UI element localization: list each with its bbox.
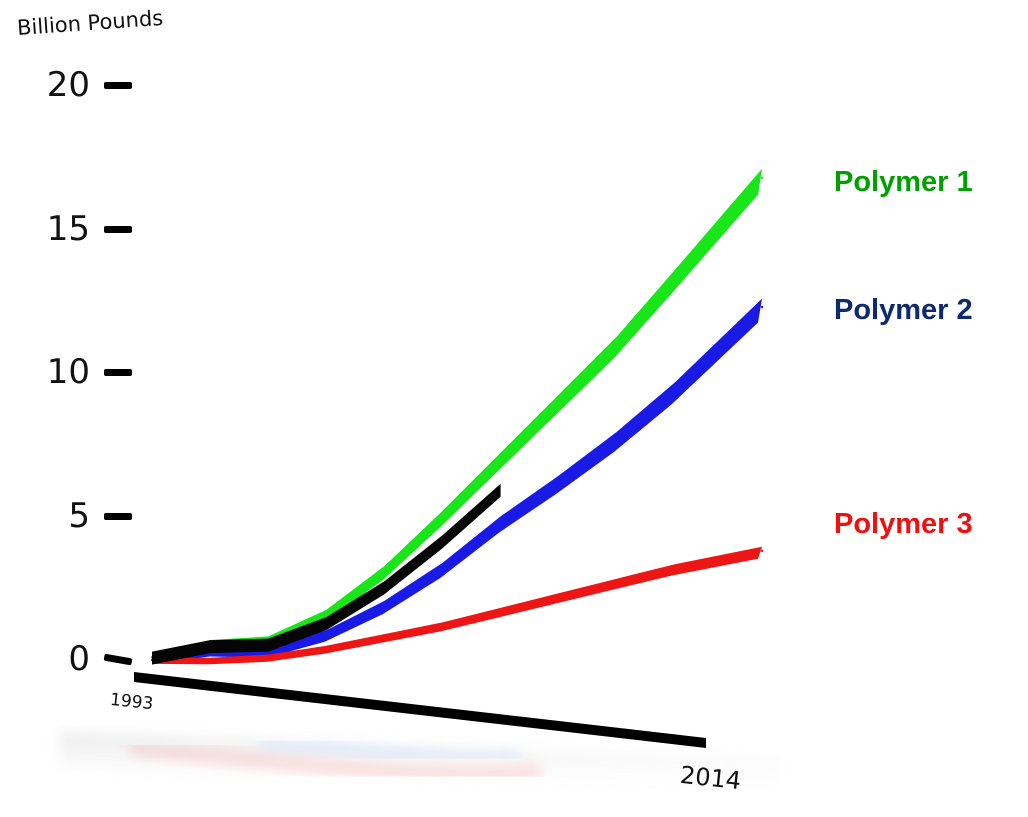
series-2-point bbox=[673, 389, 677, 392]
series-3-point bbox=[615, 581, 618, 584]
series-3-point bbox=[760, 549, 764, 553]
series-1-point bbox=[760, 176, 764, 180]
series-2-point bbox=[441, 566, 444, 570]
floor-reflection bbox=[60, 732, 780, 795]
series-band-1 bbox=[152, 168, 762, 661]
y-tick-mark bbox=[104, 225, 132, 233]
series-1-point bbox=[383, 569, 386, 573]
series-1-point bbox=[615, 343, 618, 346]
series-1-point bbox=[325, 612, 328, 616]
legend-label-polymer-2: Polymer 2 bbox=[834, 294, 973, 326]
legend-label-polymer-1: Polymer 1 bbox=[834, 166, 973, 198]
series-3-point bbox=[208, 658, 212, 662]
y-tick-label: 20 bbox=[46, 65, 90, 105]
overlap-ribbon bbox=[152, 483, 501, 665]
series-2-point bbox=[325, 632, 328, 636]
series-2-point bbox=[615, 437, 618, 441]
series-2-point bbox=[760, 305, 764, 309]
series-1-point bbox=[441, 515, 444, 518]
series-2-point bbox=[499, 521, 502, 524]
series-2-point bbox=[383, 604, 386, 607]
y-tick-label: 5 bbox=[68, 495, 90, 536]
y-tick-mark bbox=[104, 82, 132, 89]
series-3-point bbox=[499, 610, 502, 613]
series-3-point bbox=[557, 595, 560, 599]
series-3-point bbox=[441, 624, 444, 627]
series-1-point bbox=[557, 400, 560, 403]
series-3-point bbox=[325, 647, 328, 650]
y-tick-mark bbox=[104, 512, 132, 520]
y-tick-label: 0 bbox=[68, 639, 90, 679]
series-3-point bbox=[266, 655, 270, 659]
y-tick-label: 10 bbox=[46, 352, 90, 392]
series-2-point bbox=[557, 480, 560, 484]
series-1-point bbox=[499, 457, 502, 461]
series-1-point bbox=[673, 277, 677, 280]
legend-label-polymer-3: Polymer 3 bbox=[834, 508, 973, 540]
x-axis-bar bbox=[134, 672, 706, 748]
y-tick-mark bbox=[104, 369, 132, 376]
y-tick-label: 15 bbox=[46, 208, 90, 249]
series-band-2 bbox=[152, 298, 762, 664]
series-3-point bbox=[673, 566, 677, 570]
series-3-point bbox=[383, 635, 386, 639]
